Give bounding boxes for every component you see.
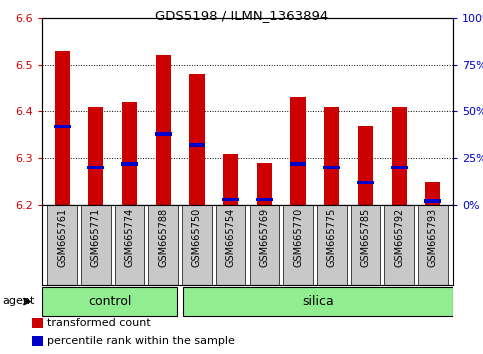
Bar <box>88 107 103 205</box>
Bar <box>384 205 414 285</box>
Bar <box>32 318 43 328</box>
Bar <box>418 205 448 285</box>
Bar <box>283 205 313 285</box>
Bar <box>358 126 373 205</box>
Bar <box>357 181 374 184</box>
Text: GSM665788: GSM665788 <box>158 207 168 267</box>
Text: control: control <box>88 295 131 308</box>
Bar <box>392 107 407 205</box>
Text: GSM665771: GSM665771 <box>91 207 101 267</box>
Bar <box>257 163 272 205</box>
Text: transformed count: transformed count <box>47 318 151 328</box>
Text: GSM665750: GSM665750 <box>192 207 202 267</box>
Text: silica: silica <box>302 295 334 308</box>
Bar <box>317 205 346 285</box>
Bar <box>183 287 453 316</box>
Bar <box>55 51 70 205</box>
Bar <box>425 182 440 205</box>
Text: GSM665792: GSM665792 <box>394 207 404 267</box>
Bar <box>54 125 71 129</box>
Bar <box>391 166 408 170</box>
Bar <box>81 205 111 285</box>
Text: GDS5198 / ILMN_1363894: GDS5198 / ILMN_1363894 <box>155 9 328 22</box>
Bar <box>256 198 273 201</box>
Bar <box>156 55 171 205</box>
Bar <box>155 132 171 136</box>
Bar <box>290 162 306 166</box>
Bar <box>32 336 43 346</box>
Bar <box>115 205 144 285</box>
Bar <box>182 205 212 285</box>
Text: GSM665761: GSM665761 <box>57 207 67 267</box>
Bar <box>290 97 306 205</box>
Bar <box>121 162 138 166</box>
Text: GSM665785: GSM665785 <box>360 207 370 267</box>
Bar <box>351 205 380 285</box>
Text: percentile rank within the sample: percentile rank within the sample <box>47 336 235 346</box>
Text: GSM665769: GSM665769 <box>259 207 270 267</box>
Text: agent: agent <box>2 297 35 307</box>
Bar <box>425 199 441 203</box>
Text: GSM665775: GSM665775 <box>327 207 337 267</box>
Bar <box>47 205 77 285</box>
Bar <box>189 74 204 205</box>
Bar <box>122 102 137 205</box>
Text: GSM665793: GSM665793 <box>428 207 438 267</box>
Text: GSM665770: GSM665770 <box>293 207 303 267</box>
Bar <box>323 166 340 170</box>
Bar <box>188 143 205 147</box>
Bar <box>250 205 279 285</box>
Bar <box>223 154 238 205</box>
Text: GSM665754: GSM665754 <box>226 207 236 267</box>
Bar <box>222 198 239 201</box>
Bar <box>42 287 177 316</box>
Bar <box>216 205 245 285</box>
Text: GSM665774: GSM665774 <box>125 207 135 267</box>
Bar <box>148 205 178 285</box>
Bar <box>324 107 339 205</box>
Bar <box>87 166 104 170</box>
